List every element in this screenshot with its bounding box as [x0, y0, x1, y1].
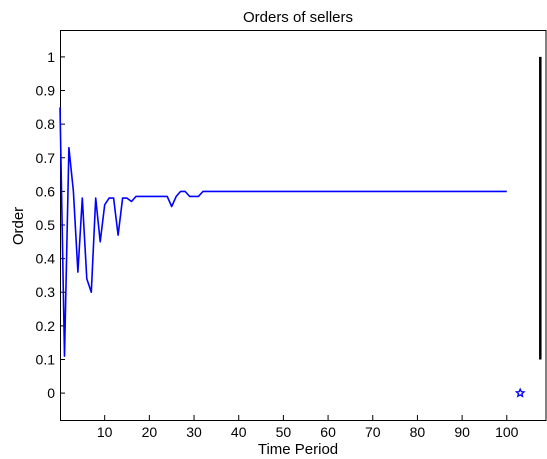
x-tick-label: 40 [231, 424, 247, 440]
y-tick-label: 0 [47, 385, 55, 401]
y-tick-label: 0.8 [36, 116, 56, 132]
star-marker [514, 387, 526, 398]
x-tick-label: 10 [97, 424, 113, 440]
y-axis: 0 0.1 0.2 0.3 0.4 0.5 0.6 0.7 0.8 0.9 1 [36, 49, 65, 401]
y-tick-label: 0.5 [36, 217, 56, 233]
x-tick-label: 100 [495, 424, 519, 440]
y-tick-label: 0.1 [36, 351, 56, 367]
x-tick-label: 60 [320, 424, 336, 440]
x-tick-label: 70 [365, 424, 381, 440]
y-tick-label: 0.3 [36, 284, 56, 300]
x-axis: 10 20 30 40 50 60 70 80 90 100 [97, 415, 519, 440]
x-tick-label: 50 [276, 424, 292, 440]
series-layer [59, 56, 542, 398]
y-tick-label: 0.9 [36, 83, 56, 99]
y-tick-label: 0.4 [36, 251, 56, 267]
y-tick-label: 1 [47, 49, 55, 65]
x-tick-label: 30 [186, 424, 202, 440]
y-axis-title: Order [10, 207, 27, 245]
y-tick-label: 0.7 [36, 150, 56, 166]
plot-frame [60, 30, 547, 421]
x-tick-label: 20 [142, 424, 158, 440]
x-axis-title: Time Period [258, 441, 338, 458]
series-line-1 [59, 107, 507, 357]
y-tick-label: 0.2 [36, 318, 56, 334]
chart-title: Orders of sellers [243, 9, 353, 26]
x-tick-label: 90 [454, 424, 470, 440]
y-tick-label: 0.6 [36, 183, 56, 199]
x-tick-label: 80 [410, 424, 426, 440]
